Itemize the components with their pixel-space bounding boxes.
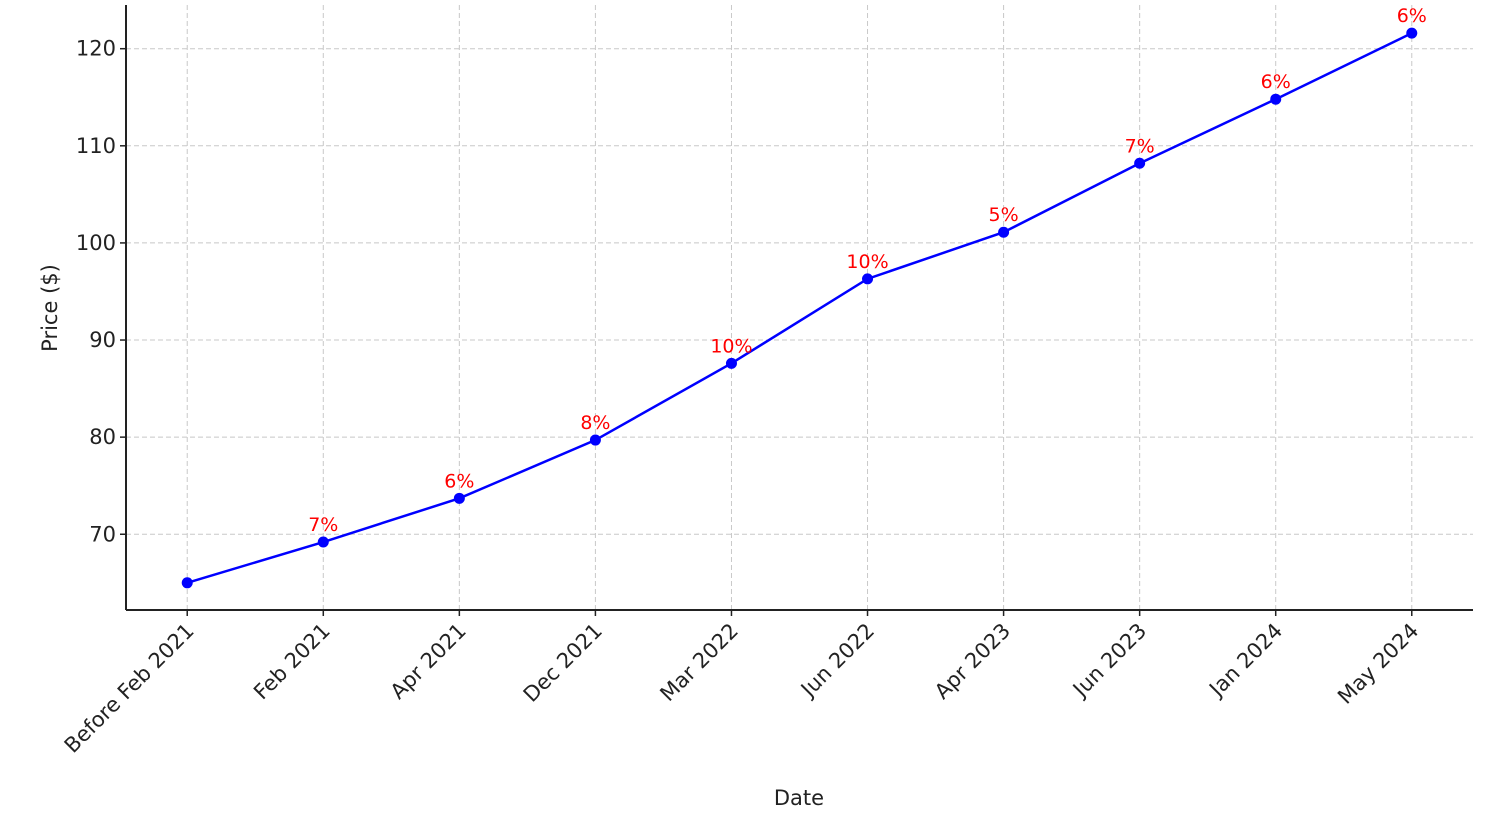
- series-line: [186, 32, 1413, 585]
- x-tick-label: Before Feb 2021: [60, 619, 199, 758]
- x-axis-label: Date: [774, 786, 824, 810]
- x-tick-label: Dec 2021: [519, 619, 607, 707]
- y-tick-label: 70: [89, 522, 116, 546]
- x-tick-label: Jun 2022: [795, 619, 879, 703]
- annotation: 10%: [846, 251, 888, 273]
- annotation: 6%: [1397, 5, 1427, 27]
- annotation: 5%: [989, 204, 1019, 226]
- y-tick-label: 90: [89, 328, 116, 352]
- annotation: 10%: [710, 335, 752, 357]
- point: [998, 226, 1010, 238]
- annotation: 7%: [1125, 135, 1155, 157]
- annotation: 7%: [308, 514, 338, 536]
- point: [862, 273, 874, 285]
- x-tick-label: Jun 2023: [1067, 619, 1151, 703]
- annotation: 6%: [444, 470, 474, 492]
- x-tick-label: Apr 2021: [386, 619, 471, 704]
- point: [1270, 93, 1282, 105]
- point: [589, 434, 601, 446]
- y-tick-label: 100: [76, 231, 116, 255]
- y-tick-label: 110: [76, 134, 116, 158]
- x-tick-label: Apr 2023: [930, 619, 1015, 704]
- x-tick-label: Jan 2024: [1203, 619, 1287, 703]
- point: [181, 577, 193, 589]
- annotation: 8%: [580, 412, 610, 434]
- annotation: 6%: [1261, 71, 1291, 93]
- point: [317, 536, 329, 548]
- y-tick-label: 80: [89, 425, 116, 449]
- x-tick-label: Feb 2021: [249, 619, 335, 705]
- y-axis-label: Price ($): [38, 264, 62, 352]
- point: [453, 492, 465, 504]
- x-tick-label: May 2024: [1333, 619, 1423, 709]
- point: [1406, 27, 1418, 39]
- point: [725, 357, 737, 369]
- point: [1134, 157, 1146, 169]
- y-tick-label: 120: [76, 37, 116, 61]
- x-tick-label: Mar 2022: [656, 619, 744, 707]
